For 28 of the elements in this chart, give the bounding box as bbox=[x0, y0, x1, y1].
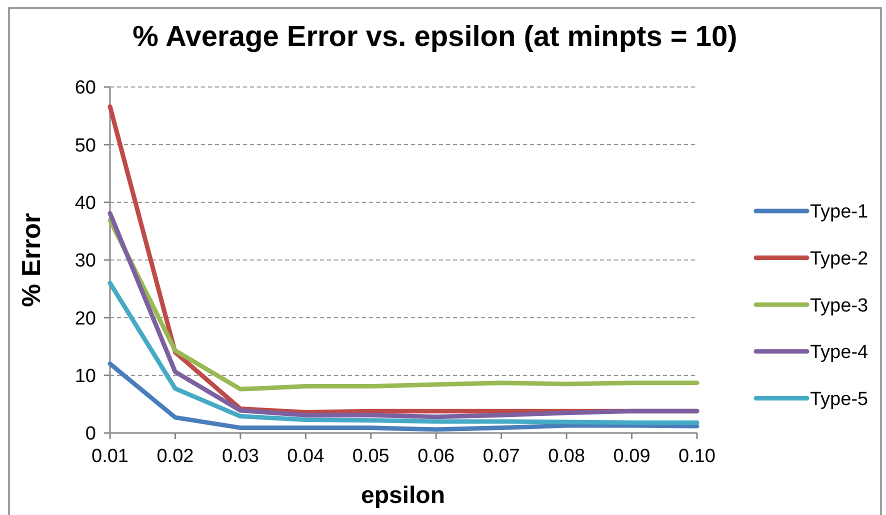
y-tick-label: 20 bbox=[74, 308, 96, 330]
x-tick-label: 0.05 bbox=[352, 446, 390, 467]
legend-label: Type-2 bbox=[810, 248, 868, 270]
x-tick-label: 0.01 bbox=[92, 446, 128, 467]
y-tick-label: 60 bbox=[74, 78, 96, 99]
y-tick-label: 40 bbox=[74, 192, 96, 214]
legend-label: Type-4 bbox=[810, 342, 869, 364]
x-tick-label: 0.06 bbox=[418, 446, 455, 467]
line-series bbox=[108, 211, 700, 420]
line-series bbox=[108, 280, 700, 425]
x-axis-title: epsilon bbox=[360, 482, 446, 509]
legend-label: Type-1 bbox=[810, 202, 868, 223]
y-tick-label: 0 bbox=[85, 424, 96, 445]
y-axis-title: % Error bbox=[16, 213, 46, 307]
y-tick-label: 50 bbox=[74, 135, 96, 156]
x-tick-label: 0.09 bbox=[613, 446, 650, 467]
x-tick-label: 0.02 bbox=[156, 446, 194, 467]
x-tick-label: 0.10 bbox=[678, 446, 716, 467]
x-tick-label: 0.03 bbox=[222, 446, 259, 467]
legend-label: Type-5 bbox=[810, 388, 868, 410]
x-tick-label: 0.08 bbox=[548, 446, 586, 467]
chart-title: % Average Error vs. epsilon (at minpts = 10) bbox=[132, 21, 738, 53]
x-tick-label: 0.04 bbox=[287, 446, 325, 467]
x-tick-label: 0.07 bbox=[482, 446, 520, 467]
legend-label: Type-3 bbox=[810, 295, 868, 316]
y-tick-label: 30 bbox=[74, 250, 96, 272]
y-tick-label: 10 bbox=[74, 366, 96, 387]
line-series bbox=[108, 218, 700, 392]
